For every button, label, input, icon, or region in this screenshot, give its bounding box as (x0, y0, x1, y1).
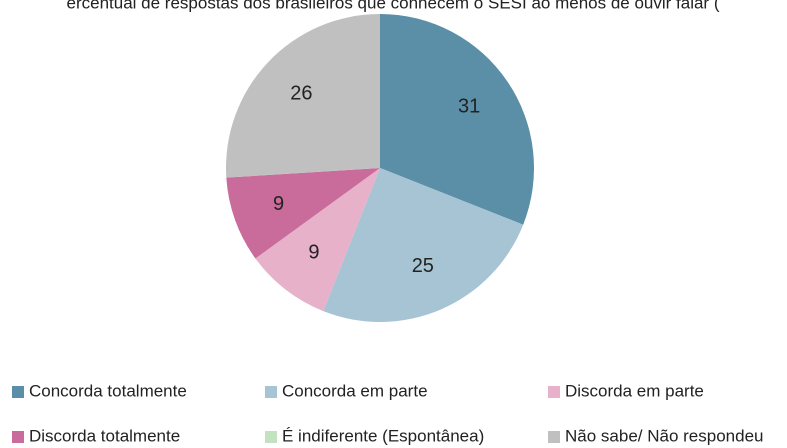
data-label: 9 (273, 193, 284, 215)
legend-swatch (548, 386, 560, 398)
pie-slice (323, 168, 524, 323)
legend-label: Concorda totalmente (29, 381, 187, 400)
legend-label: Não sabe/ Não respondeu (565, 426, 763, 445)
data-label: 31 (458, 96, 480, 118)
legend-swatch (12, 431, 24, 443)
legend-label: É indiferente (Espontânea) (282, 426, 484, 445)
legend-label: Discorda totalmente (29, 426, 180, 445)
legend-swatch (548, 431, 560, 443)
data-label: 25 (412, 255, 434, 277)
chart-title: ercentual de respostas dos brasileiros q… (67, 0, 720, 12)
data-label: 26 (290, 82, 312, 104)
legend-label: Concorda em parte (282, 381, 428, 400)
legend-label: Discorda em parte (565, 381, 704, 400)
data-label: 9 (308, 241, 319, 263)
pie-slice (226, 168, 380, 259)
legend-swatch (265, 431, 277, 443)
pie-slice (255, 168, 380, 312)
legend-swatch (12, 386, 24, 398)
legend-swatch (265, 386, 277, 398)
pie-slice (380, 14, 534, 225)
pie-slice (225, 14, 380, 178)
